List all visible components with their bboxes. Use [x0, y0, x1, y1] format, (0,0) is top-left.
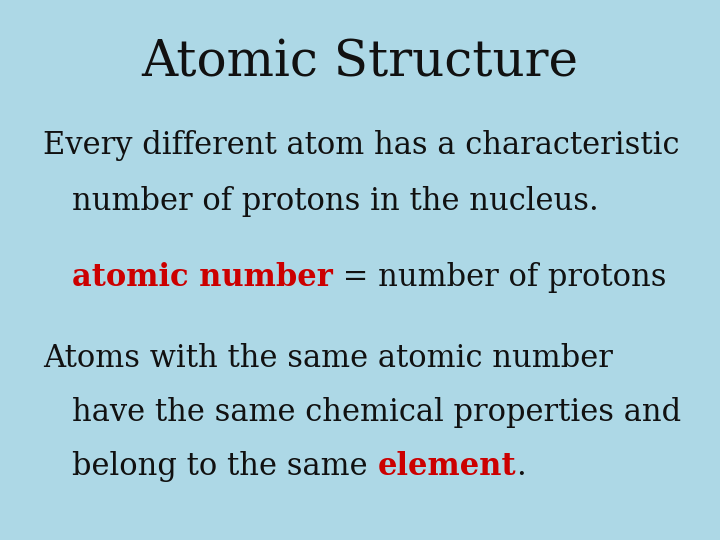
Text: number of protons in the nucleus.: number of protons in the nucleus. — [72, 186, 599, 217]
Text: Every different atom has a characteristic: Every different atom has a characteristi… — [43, 130, 680, 160]
Text: Atomic Structure: Atomic Structure — [141, 38, 579, 87]
Text: .: . — [516, 451, 526, 482]
Text: atomic number: atomic number — [72, 262, 333, 293]
Text: belong to the same: belong to the same — [72, 451, 377, 482]
Text: Atoms with the same atomic number: Atoms with the same atomic number — [43, 343, 613, 374]
Text: have the same chemical properties and: have the same chemical properties and — [72, 397, 681, 428]
Text: = number of protons: = number of protons — [333, 262, 667, 293]
Text: element: element — [377, 451, 516, 482]
